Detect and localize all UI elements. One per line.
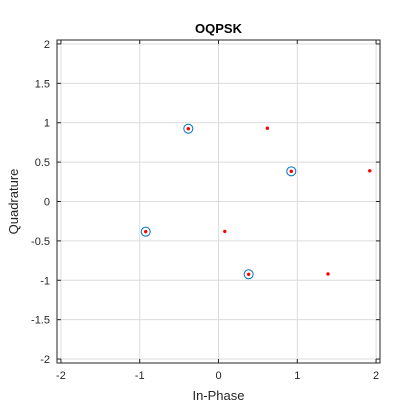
received-symbol-dot — [246, 272, 251, 276]
y-tick-label: -0.5 — [31, 236, 50, 248]
x-tick-label: -1 — [135, 370, 145, 382]
received-symbol-dot — [223, 229, 227, 234]
reference-point-circle — [243, 269, 254, 280]
reference-point-circle — [286, 166, 297, 177]
data-series — [140, 123, 372, 280]
x-tick-label: 1 — [294, 370, 300, 382]
x-tick-label: 2 — [373, 370, 379, 382]
y-tick-label: 0.5 — [35, 157, 50, 169]
received-symbol-dot — [368, 169, 372, 173]
x-axis-label: In-Phase — [192, 388, 244, 403]
received-symbol-dot — [326, 272, 330, 276]
y-tick-label: -1 — [40, 275, 50, 287]
received-symbol-dot — [144, 229, 148, 234]
received-symbol-dot — [186, 127, 191, 131]
y-tick-label: 0 — [44, 197, 50, 209]
y-tick-label: 1 — [44, 118, 50, 130]
x-tick-label: 0 — [215, 370, 221, 382]
received-symbol-dot — [289, 169, 293, 174]
x-tick-label: -2 — [56, 370, 66, 382]
y-tick-label: -1.5 — [31, 315, 50, 327]
chart-title: OQPSK — [195, 21, 243, 36]
y-axis-label: Quadrature — [6, 169, 21, 235]
ticks: -2 -1 0 1 2 2 1.5 1 0.5 0 -0.5 -1 -1.5 -2 — [31, 39, 380, 382]
received-symbol-dot — [265, 126, 270, 130]
y-tick-label: 2 — [44, 39, 50, 51]
y-tick-label: -2 — [40, 354, 50, 366]
y-tick-label: 1.5 — [35, 78, 50, 90]
reference-point-circle — [183, 123, 194, 134]
reference-point-circle — [140, 226, 151, 237]
